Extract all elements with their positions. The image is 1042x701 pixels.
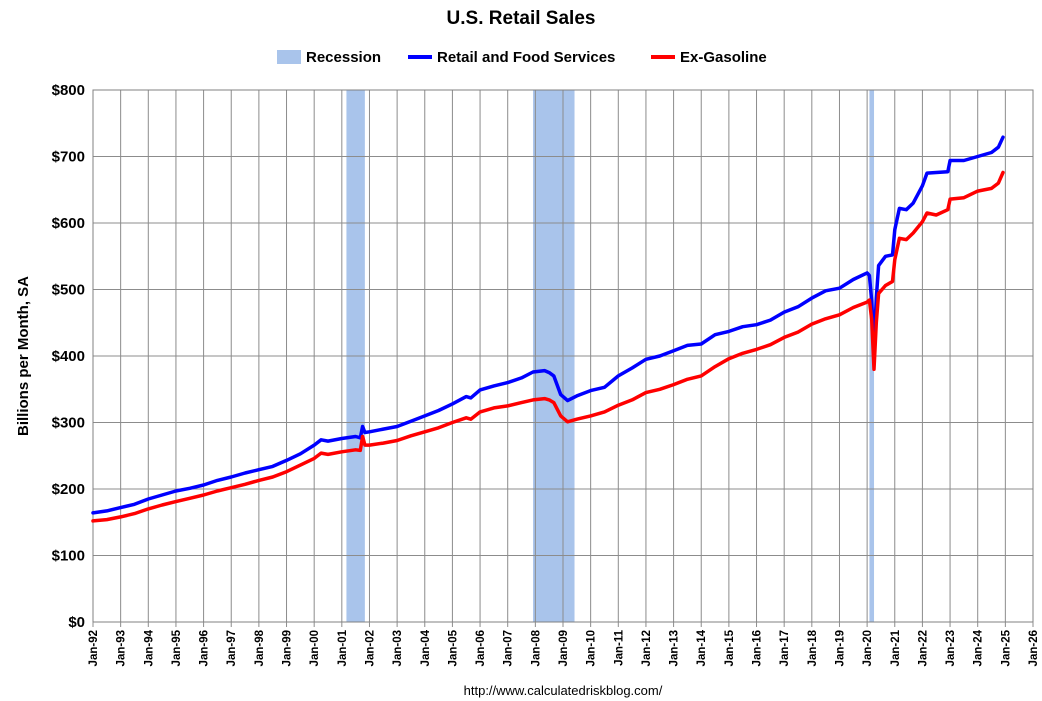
x-tick-label-30: Jan-22: [917, 630, 929, 666]
y-tick-label-0: $0: [68, 614, 85, 631]
x-tick-label-28: Jan-20: [862, 630, 874, 666]
legend-label-retail: Retail and Food Services: [437, 49, 615, 66]
x-tick-label-8: Jan-00: [309, 630, 321, 666]
x-tick-label-16: Jan-08: [530, 629, 542, 666]
x-tick-label-17: Jan-09: [558, 630, 570, 666]
x-tick-label-24: Jan-16: [752, 630, 764, 666]
x-tick-label-25: Jan-17: [779, 630, 791, 666]
x-tick-label-13: Jan-05: [447, 629, 459, 666]
y-tick-label-6: $600: [52, 215, 85, 232]
x-tick-label-5: Jan-97: [226, 630, 238, 666]
x-tick-label-31: Jan-23: [945, 630, 957, 666]
legend-label-recession: Recession: [306, 49, 381, 66]
y-tick-label-1: $100: [52, 548, 85, 565]
y-tick-label-5: $500: [52, 282, 85, 299]
x-tick-label-26: Jan-18: [807, 629, 819, 666]
x-tick-label-27: Jan-19: [834, 630, 846, 666]
y-axis-label: Billions per Month, SA: [15, 276, 32, 436]
series-line-retail-and-food-services: [91, 135, 1005, 515]
legend: Recession Retail and Food Services Ex-Ga…: [277, 49, 767, 66]
series-line-ex-gasoline: [91, 170, 1005, 523]
y-tick-label-4: $400: [52, 348, 85, 365]
x-tick-label-2: Jan-94: [143, 629, 155, 666]
x-axis-ticks: Jan-92 Jan-93 Jan-94 Jan-95 Jan-96 Jan-97 Jan-…: [88, 622, 1040, 666]
x-tick-label-34: Jan-26: [1028, 630, 1040, 666]
x-tick-label-4: Jan-96: [199, 630, 211, 666]
x-tick-label-7: Jan-99: [282, 630, 294, 666]
x-tick-label-10: Jan-02: [364, 630, 376, 666]
y-tick-label-2: $200: [52, 481, 85, 498]
x-tick-label-23: Jan-15: [724, 629, 736, 666]
y-tick-label-3: $300: [52, 415, 85, 432]
x-tick-label-21: Jan-13: [669, 630, 681, 666]
chart-title: U.S. Retail Sales: [447, 8, 596, 29]
x-tick-label-22: Jan-14: [696, 629, 708, 666]
x-tick-label-15: Jan-07: [503, 630, 515, 666]
x-tick-label-14: Jan-06: [475, 630, 487, 666]
x-tick-label-33: Jan-25: [1000, 629, 1012, 666]
legend-label-ex-gasoline: Ex-Gasoline: [680, 49, 767, 66]
source-url: http://www.calculatedriskblog.com/: [464, 683, 663, 698]
y-tick-label-8: $800: [52, 82, 85, 99]
x-tick-label-3: Jan-95: [171, 629, 183, 666]
x-tick-label-18: Jan-10: [586, 630, 598, 666]
x-tick-label-11: Jan-03: [392, 630, 404, 666]
x-tick-label-0: Jan-92: [88, 630, 100, 666]
series-lines: [91, 135, 1005, 523]
legend-swatch-recession: [277, 50, 301, 64]
x-tick-label-12: Jan-04: [420, 629, 432, 666]
x-tick-label-6: Jan-98: [254, 629, 266, 666]
x-tick-label-20: Jan-12: [641, 630, 653, 666]
x-tick-label-19: Jan-11: [613, 629, 625, 665]
x-tick-label-1: Jan-93: [116, 630, 128, 666]
y-tick-label-7: $700: [52, 149, 85, 166]
y-axis-ticks: $0 $100 $200 $300 $400 $500 $600 $700 $800: [52, 82, 85, 631]
gridlines: [92, 89, 1034, 623]
x-tick-label-9: Jan-01: [337, 629, 349, 666]
x-tick-label-29: Jan-21: [890, 629, 902, 666]
x-tick-label-32: Jan-24: [973, 629, 985, 666]
